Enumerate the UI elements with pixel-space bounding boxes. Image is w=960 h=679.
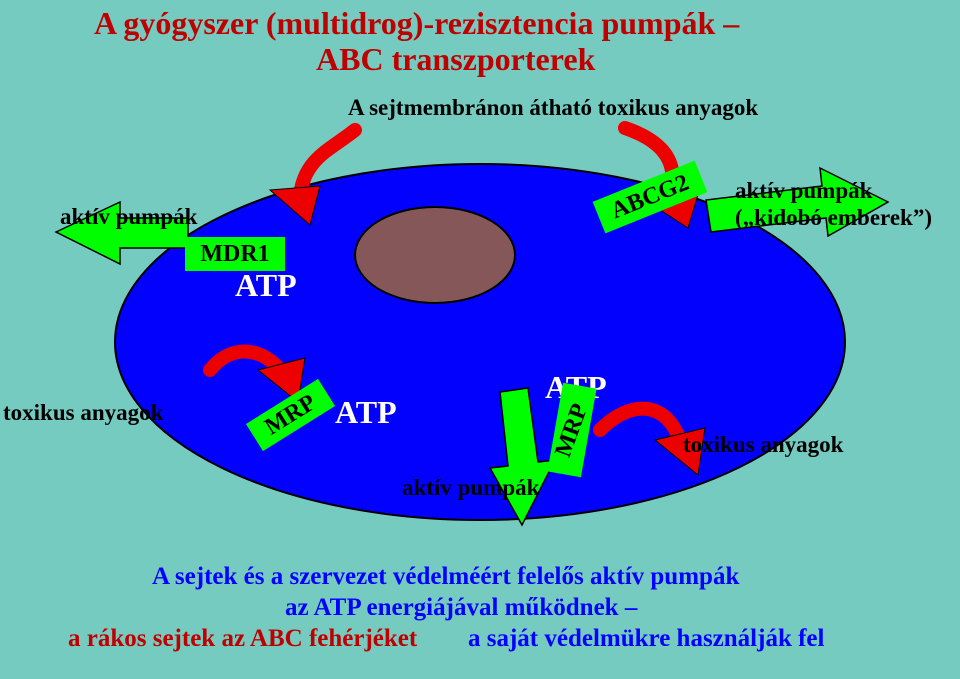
pump-mdr1: MDR1 [185,237,285,271]
subtitle: A sejtmembránon átható toxikus anyagok [348,95,758,120]
bottom-line1: A sejtek és a szervezet védelméért felel… [152,563,739,591]
cell-nucleus [355,207,515,303]
label-aktiv-center: aktív pumpák [402,475,539,500]
label-toxikus-left: toxikus anyagok [3,400,163,425]
atp-label-1: ATP [335,395,397,430]
bottom-line3b: a saját védelmükre használják fel [468,625,824,653]
diagram-stage: A gyógyszer (multidrog)-rezisztencia pum… [0,0,960,679]
title-line2: ABC transzporterek [316,42,595,77]
bottom-line2: az ATP energiájával működnek – [285,594,637,622]
title-line1: A gyógyszer (multidrog)-rezisztencia pum… [94,6,739,41]
label-aktiv-right-2: („kidobó emberek”) [735,205,932,230]
label-toxikus-right: toxikus anyagok [683,432,843,457]
atp-label-0: ATP [235,268,297,303]
bottom-line3a: a rákos sejtek az ABC fehérjéket [68,625,423,653]
pump-mdr1-label: MDR1 [200,241,269,268]
label-aktiv-left: aktív pumpák [60,204,197,229]
label-aktiv-right-1: aktív pumpák [735,178,872,203]
